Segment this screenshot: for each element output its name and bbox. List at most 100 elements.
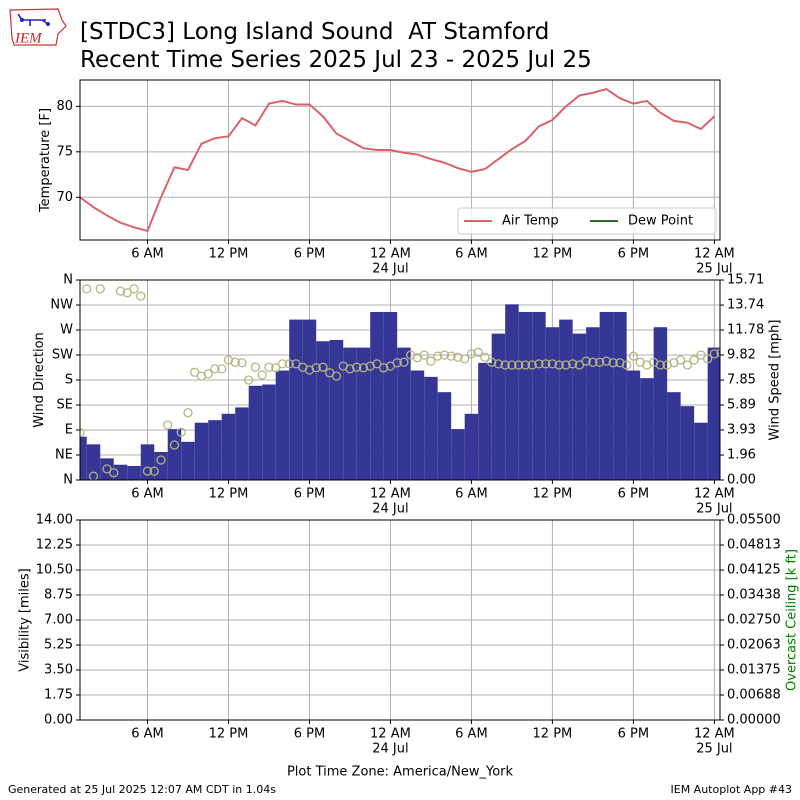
x-tick-label: 6 AM: [455, 727, 488, 742]
bar: [532, 311, 546, 480]
plot-frame: [79, 519, 721, 721]
point: [473, 347, 483, 357]
y-tick-label: NW: [50, 298, 73, 313]
y2-tick-label: 1.96: [727, 448, 756, 463]
point: [675, 355, 686, 365]
bar: [181, 441, 195, 480]
point: [702, 354, 713, 364]
point: [284, 359, 294, 369]
x-tick-label: 12 PM: [209, 247, 249, 262]
point: [527, 360, 537, 370]
bar: [410, 370, 425, 480]
point: [466, 349, 477, 359]
y2-tick-label: 0.03438: [727, 588, 781, 603]
legend-box: [457, 207, 717, 235]
point: [82, 284, 92, 294]
point: [514, 360, 524, 370]
chart-subtitle: Recent Time Series 2025 Jul 23 - 2025 Ju…: [80, 47, 592, 73]
x-date-label: 25 Jul: [696, 742, 732, 757]
point: [183, 408, 193, 418]
bar: [275, 370, 290, 480]
logo-node: [46, 22, 50, 26]
y2-tick-label: 0.05500: [727, 513, 781, 528]
logo-node: [20, 18, 24, 22]
bar: [356, 347, 371, 480]
point: [149, 466, 159, 476]
point: [311, 363, 321, 373]
point: [264, 362, 274, 372]
point: [271, 363, 281, 373]
point: [277, 359, 288, 369]
logo: IEM: [9, 8, 67, 46]
x-tick-label: 12 AM: [370, 727, 411, 742]
bar: [451, 429, 465, 480]
point: [372, 359, 382, 369]
bar: [262, 384, 276, 480]
y2-tick-label: 11.78: [727, 323, 764, 338]
point: [453, 352, 463, 362]
point: [588, 357, 598, 367]
point: [399, 357, 409, 367]
bar: [505, 304, 519, 480]
legend: Air Temp Dew Point: [457, 207, 717, 235]
x-date-label: 25 Jul: [696, 262, 732, 277]
y2-tick-label: 0.04813: [727, 538, 781, 553]
bar: [707, 347, 720, 480]
bar: [626, 370, 641, 480]
bar: [586, 327, 600, 480]
point: [581, 356, 591, 366]
y2-tick-label: 0.00000: [727, 713, 781, 728]
x-tick-label: 6 AM: [455, 487, 488, 502]
y-tick-label: N: [63, 273, 73, 288]
y2-tick-label: 13.74: [727, 298, 764, 313]
y2-tick-label: 9.82: [727, 347, 756, 362]
line: [80, 88, 716, 233]
plot-frame: [79, 279, 721, 481]
point: [500, 360, 510, 370]
point: [662, 360, 672, 370]
y2-tick-label: 15.71: [727, 273, 764, 288]
x-date-label: 24 Jul: [372, 262, 408, 277]
bar: [370, 311, 384, 480]
point: [439, 350, 450, 360]
x-tick-label: 12 AM: [694, 247, 735, 262]
y2-tick-label: 0.01375: [727, 663, 781, 678]
x-tick-label: 6 AM: [455, 247, 488, 262]
y-tick-label: 7.00: [44, 613, 73, 628]
bar: [383, 311, 398, 480]
point: [426, 356, 436, 366]
point: [358, 363, 369, 373]
bar: [424, 376, 438, 480]
x-tick-label: 12 PM: [533, 487, 573, 502]
bar: [248, 385, 263, 480]
x-tick-label: 6 PM: [618, 487, 649, 502]
point: [196, 371, 207, 381]
point: [156, 455, 166, 465]
bar: [518, 311, 533, 480]
point: [210, 364, 220, 374]
point: [102, 464, 112, 474]
y2-tick-label: 0.04125: [727, 563, 781, 578]
x-tick-label: 6 AM: [131, 487, 164, 502]
y2-tick-label: 0.02063: [727, 638, 781, 653]
point: [95, 284, 105, 294]
point: [169, 440, 180, 450]
chart-title: [STDC3] Long Island Sound AT Stamford: [80, 19, 549, 45]
point: [480, 352, 490, 362]
point: [244, 375, 254, 385]
footer-right: IEM Autoplot App #43: [671, 783, 793, 796]
x-tick-label: 12 PM: [533, 727, 573, 742]
y-tick-label: NE: [55, 448, 73, 463]
point: [547, 359, 558, 369]
bar: [235, 407, 249, 480]
y-tick-label: 75: [56, 144, 73, 159]
point: [507, 360, 517, 370]
bar: [559, 319, 573, 480]
logo-text: IEM: [14, 30, 43, 46]
point: [257, 370, 267, 380]
bar: [208, 420, 222, 480]
y-tick-label: 14.00: [36, 513, 73, 528]
x-tick-label: 6 PM: [618, 247, 649, 262]
